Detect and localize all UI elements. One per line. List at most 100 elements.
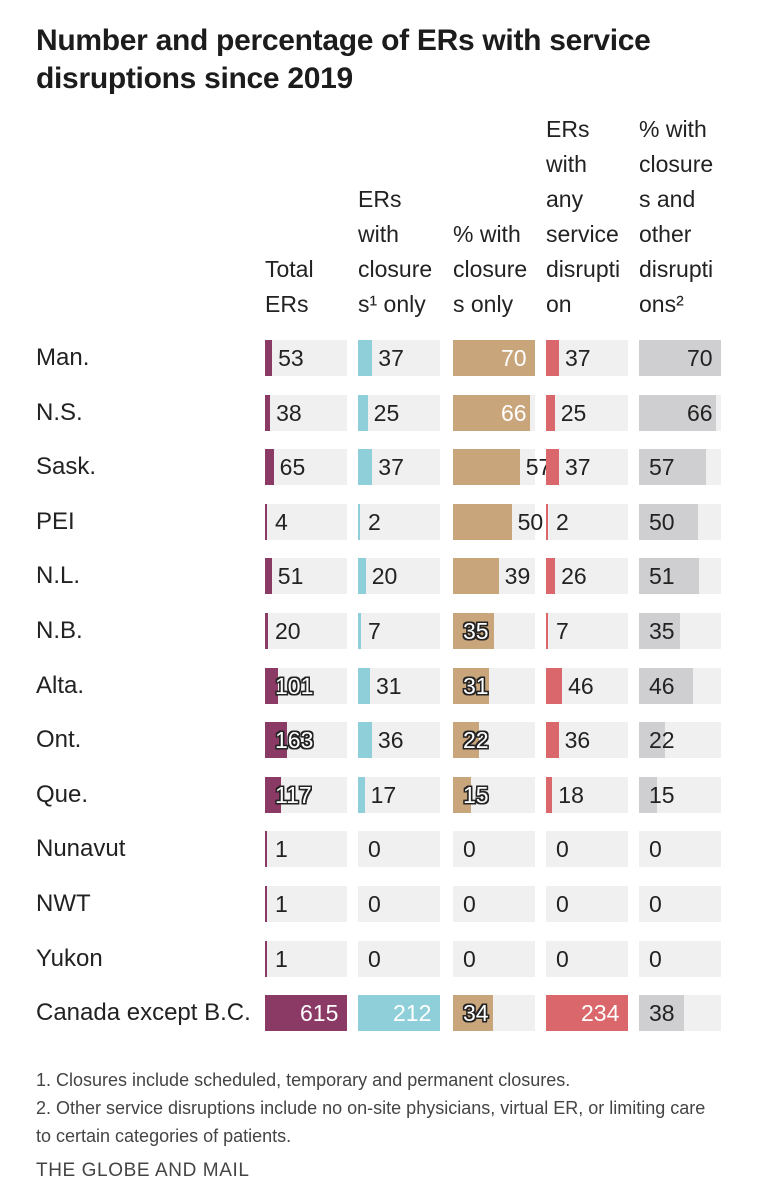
data-label: 51	[277, 563, 304, 589]
data-label: 26	[561, 563, 587, 589]
bar	[265, 449, 274, 485]
data-label: 15	[463, 782, 489, 808]
bar	[265, 777, 281, 813]
cell-track: 4	[265, 504, 347, 540]
bar	[453, 613, 494, 649]
data-label: 117	[275, 782, 312, 808]
cell-track: 57	[453, 449, 551, 485]
cell-track: 0	[358, 886, 440, 922]
cell-track: 0	[453, 941, 535, 977]
data-label: 35	[649, 618, 675, 644]
cell-track: 53	[265, 340, 347, 376]
data-label: 615	[300, 1000, 339, 1026]
cell-track: 0	[546, 941, 628, 977]
data-label: 0	[556, 946, 569, 972]
cell-track: 70	[453, 340, 535, 376]
data-label: 35	[463, 618, 489, 644]
bar	[265, 886, 267, 922]
bar	[453, 668, 490, 704]
row-label: N.L.	[36, 562, 81, 589]
data-label: 20	[371, 563, 398, 589]
data-label: 66	[501, 400, 527, 426]
cell-track: 0	[639, 886, 721, 922]
data-label: 163	[275, 727, 314, 753]
data-label: 53	[278, 345, 304, 371]
data-label: 70	[501, 345, 527, 371]
data-label: 1	[275, 836, 288, 862]
footnote-1: 1. Closures include scheduled, temporary…	[36, 1070, 571, 1090]
bar	[358, 668, 370, 704]
cell-track: 65	[265, 449, 347, 485]
cell-track: 15	[453, 777, 535, 813]
data-label: 0	[368, 836, 381, 862]
cell-track: 36	[546, 722, 628, 758]
bar	[453, 340, 535, 376]
bar	[639, 449, 706, 485]
data-label: 0	[368, 946, 381, 972]
cell-track: 0	[546, 831, 628, 867]
bar	[453, 995, 493, 1031]
row-label: Canada except B.C.	[36, 999, 251, 1026]
data-label: 1	[275, 946, 288, 972]
data-label: 70	[687, 345, 713, 371]
data-label: 50	[649, 509, 675, 535]
bar	[639, 777, 657, 813]
bar	[453, 722, 479, 758]
cell-track: 0	[358, 941, 440, 977]
cell-track: 22	[453, 722, 535, 758]
cell-track: 70	[639, 340, 721, 376]
cell-track: 1	[265, 831, 347, 867]
cell-track: 117	[265, 777, 347, 813]
bar	[546, 340, 559, 376]
cell-track: 31	[453, 668, 535, 704]
cell-track: 46	[546, 668, 628, 704]
cell-track: 57	[639, 449, 721, 485]
data-label: 22	[649, 727, 675, 753]
cell-track: 38	[265, 395, 347, 431]
row-label: Ont.	[36, 726, 82, 753]
bar	[639, 722, 665, 758]
data-label: 37	[564, 454, 591, 480]
data-label: 0	[368, 891, 381, 917]
data-label: 0	[556, 836, 569, 862]
data-label: 37	[564, 345, 591, 371]
data-label: 0	[463, 946, 476, 972]
bar	[546, 558, 556, 594]
cell-track: 37	[546, 449, 628, 485]
cell-track: 0	[639, 941, 721, 977]
data-label: 38	[649, 1000, 675, 1026]
data-label: 57	[649, 454, 675, 480]
cell-track: 0	[546, 886, 628, 922]
bar	[453, 558, 499, 594]
data-label: 0	[556, 891, 569, 917]
data-label: 212	[393, 1000, 432, 1026]
bar	[639, 668, 693, 704]
data-label: 38	[276, 400, 302, 426]
cell-track: 66	[639, 395, 721, 431]
data-label: 101	[275, 673, 314, 699]
bar	[265, 613, 268, 649]
data-label: 34	[463, 1000, 489, 1026]
row-label: Nunavut	[36, 835, 126, 862]
cell-track: 1	[265, 941, 347, 977]
data-label: 31	[375, 673, 402, 699]
data-label: 51	[649, 563, 675, 589]
row-label: Sask.	[36, 453, 97, 480]
data-label: 46	[649, 673, 675, 699]
bar	[639, 558, 699, 594]
data-label: 37	[378, 345, 404, 371]
bar	[639, 504, 698, 540]
data-label: 18	[558, 782, 584, 808]
cell-track: 35	[453, 613, 535, 649]
cell-track: 36	[358, 722, 440, 758]
data-label: 7	[556, 618, 569, 644]
bar	[265, 831, 267, 867]
bar	[546, 722, 559, 758]
cell-track: 7	[358, 613, 440, 649]
data-label: 36	[564, 727, 591, 753]
data-label: 15	[649, 782, 675, 808]
cell-track: 35	[639, 613, 721, 649]
data-label: 22	[463, 727, 489, 753]
bar	[358, 504, 360, 540]
data-label: 25	[373, 400, 400, 426]
